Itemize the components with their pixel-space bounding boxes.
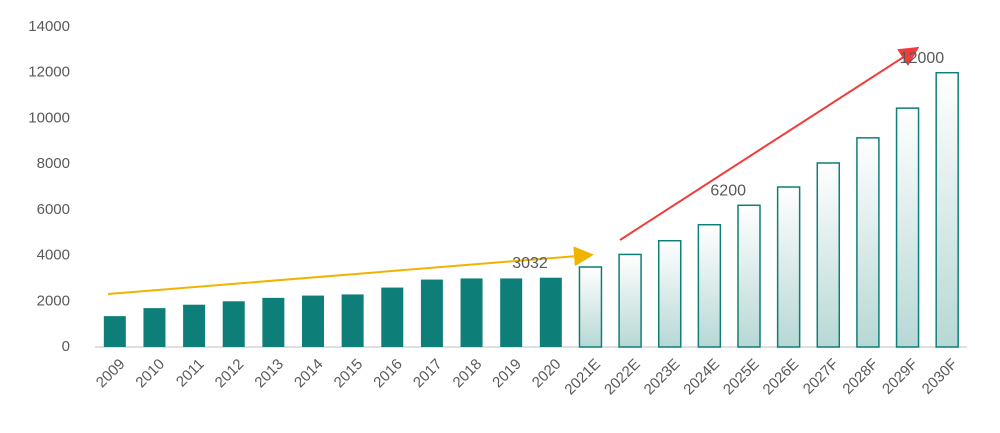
trend-arrow [107, 246, 594, 295]
x-tick-label: 2021E [561, 356, 604, 399]
x-tick-label: 2009 [93, 356, 129, 392]
x-tick-label: 2011 [173, 356, 208, 391]
bar [816, 162, 841, 348]
bar [539, 277, 562, 347]
x-tick-label: 2030F [919, 356, 961, 398]
x-tick-label: 2023E [641, 356, 684, 399]
x-tick-label: 2017 [410, 356, 446, 392]
data-label: 12000 [900, 50, 945, 67]
data-label: 6200 [710, 183, 746, 200]
bar [222, 301, 245, 347]
x-tick-label: 2026E [760, 356, 803, 399]
y-tick-label: 14000 [28, 18, 70, 35]
y-tick-label: 2000 [37, 292, 70, 309]
x-tick-label: 2024E [680, 356, 723, 399]
bar [341, 294, 364, 347]
x-tick-label: 2015 [331, 356, 367, 392]
x-tick-label: 2029F [879, 356, 921, 398]
y-tick-label: 4000 [37, 247, 70, 264]
bar [657, 239, 682, 348]
bar [895, 107, 920, 348]
y-tick-label: 10000 [28, 109, 70, 126]
bar [856, 137, 880, 348]
bar [381, 287, 404, 347]
x-tick-label: 2025E [720, 356, 763, 399]
x-tick-label: 2027F [800, 356, 842, 398]
bar [737, 204, 761, 348]
x-tick-label: 2028F [839, 356, 881, 398]
bar [103, 316, 126, 347]
y-tick-label: 0 [62, 338, 70, 355]
bar [697, 223, 722, 348]
y-tick-label: 6000 [37, 201, 70, 218]
bar [420, 279, 443, 347]
x-tick-label: 2013 [251, 356, 287, 392]
bar [578, 266, 603, 348]
x-tick-label: 2022E [601, 356, 644, 399]
y-tick-label: 12000 [28, 64, 70, 81]
bar [776, 186, 801, 348]
data-label: 3032 [512, 255, 548, 272]
y-tick-label: 8000 [37, 155, 70, 172]
bar [500, 278, 523, 347]
bar [302, 295, 324, 347]
x-tick-label: 2010 [132, 356, 168, 392]
x-tick-label: 2019 [489, 356, 525, 392]
trend-arrow [619, 46, 920, 241]
bar [183, 304, 206, 347]
x-tick-label: 2012 [212, 356, 248, 392]
bar [935, 71, 959, 348]
bar [618, 253, 642, 348]
bar [460, 278, 483, 347]
x-tick-label: 2020 [529, 356, 565, 392]
x-tick-label: 2016 [370, 356, 406, 392]
x-tick-label: 2014 [291, 356, 327, 392]
x-tick-label: 2018 [450, 356, 486, 392]
bar [143, 308, 166, 347]
bar [262, 297, 285, 347]
